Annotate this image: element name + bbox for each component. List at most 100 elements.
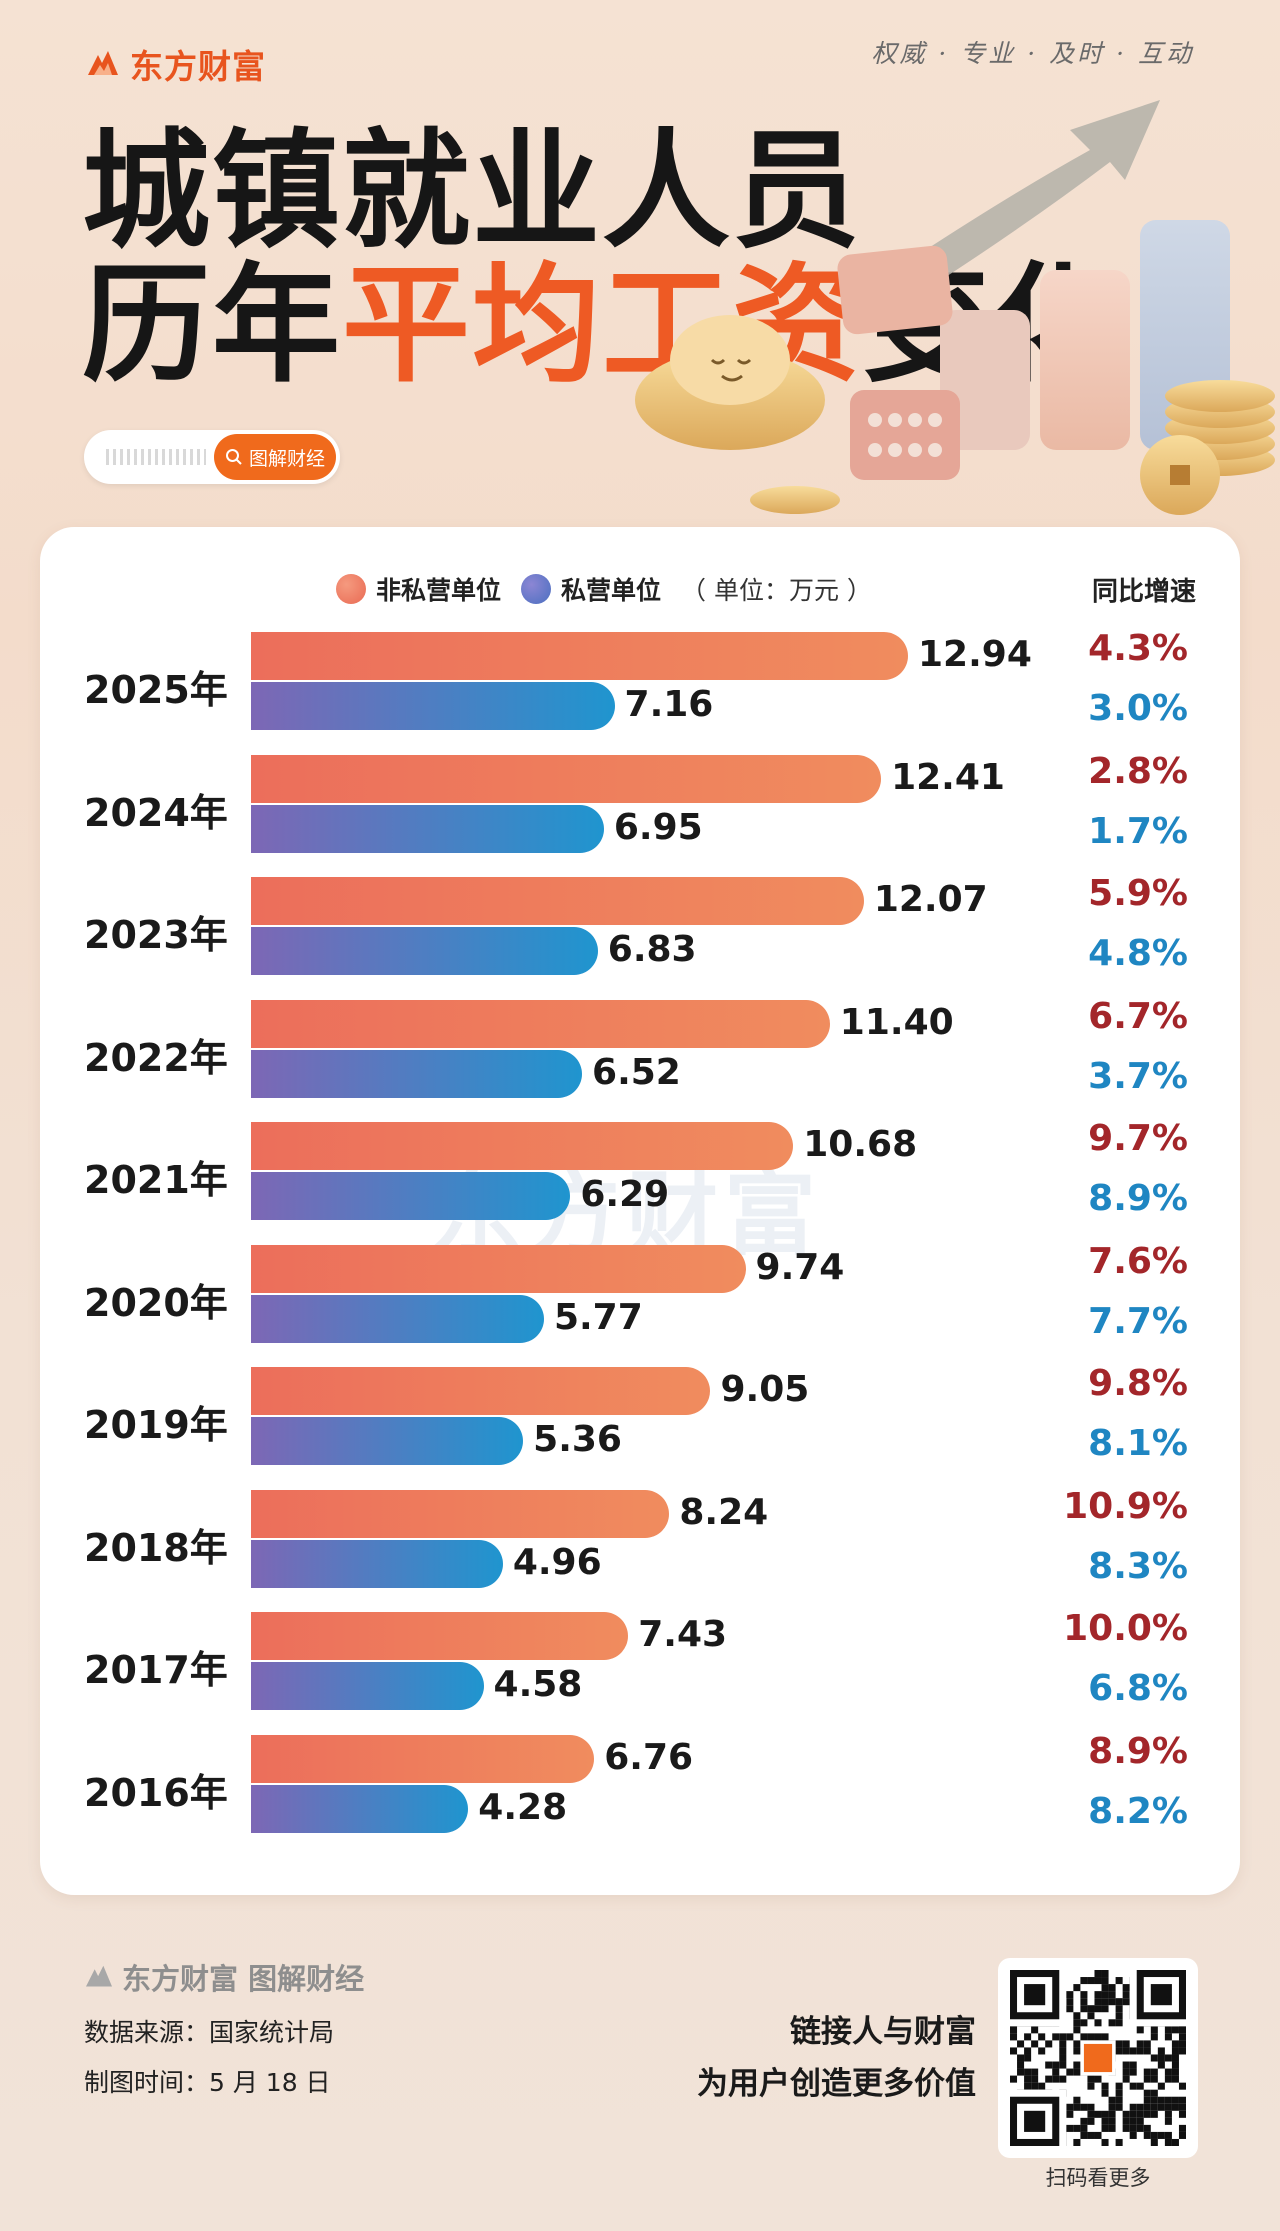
decorative-finance-illustration	[635, 100, 1275, 515]
yoy-non-private: 8.9%	[1088, 1730, 1188, 1772]
value-label-non-private: 6.76	[604, 1736, 694, 1778]
value-label-private: 6.95	[613, 806, 703, 848]
value-label-private: 6.83	[607, 929, 697, 970]
value-label-private: 5.36	[533, 1419, 622, 1460]
bar-private	[251, 1172, 571, 1220]
yoy-non-private: 9.8%	[1088, 1363, 1188, 1404]
yoy-private: 8.3%	[1088, 1545, 1188, 1587]
value-label-non-private: 9.05	[720, 1369, 810, 1410]
yoy-private: 3.0%	[1088, 688, 1188, 729]
page-title-line1: 城镇就业人员	[82, 117, 863, 266]
yoy-private: 8.1%	[1088, 1423, 1188, 1464]
bar-non-private	[251, 1612, 629, 1660]
bar-private	[251, 927, 598, 975]
title-prefix: 历年	[82, 251, 343, 400]
legend-swatch-non-private	[336, 574, 366, 604]
bar-non-private	[251, 1367, 711, 1415]
data-source: 数据来源：国家统计局	[84, 2018, 335, 2047]
search-placeholder-blur	[106, 449, 206, 465]
footer-brand-icon	[86, 1965, 112, 1987]
qr-code[interactable]	[998, 1958, 1198, 2158]
value-label-private: 7.16	[624, 684, 714, 725]
yoy-non-private: 10.9%	[1063, 1485, 1188, 1527]
brand-logo: 东方财富	[86, 40, 266, 88]
value-label-non-private: 7.43	[638, 1614, 728, 1655]
yoy-private: 6.8%	[1088, 1668, 1188, 1709]
value-label-non-private: 12.07	[873, 879, 988, 920]
search-box[interactable]: 图解财经	[84, 430, 340, 484]
bar-non-private	[251, 1244, 746, 1293]
year-label: 2020年	[84, 1280, 228, 1325]
bar-private	[251, 804, 604, 853]
value-label-non-private: 10.68	[803, 1124, 918, 1165]
yoy-non-private: 7.6%	[1088, 1240, 1188, 1282]
value-label-non-private: 9.74	[755, 1246, 845, 1288]
yoy-non-private: 6.7%	[1088, 995, 1188, 1037]
legend-swatch-private	[521, 574, 552, 604]
year-label: 2023年	[84, 913, 228, 957]
yoy-non-private: 9.7%	[1088, 1118, 1188, 1159]
legend-item-private: 私营单位	[521, 571, 661, 607]
footer-slogan-1: 链接人与财富	[790, 2014, 976, 2050]
bar-private	[251, 1294, 544, 1343]
bar-private	[251, 1662, 484, 1710]
chart-date: 制图时间：5 月 18 日	[84, 2068, 331, 2097]
yoy-private: 1.7%	[1088, 810, 1188, 852]
brand-name: 东方财富	[130, 47, 266, 86]
year-label: 2021年	[84, 1158, 228, 1202]
legend-item-non-private: 非私营单位	[336, 571, 501, 607]
bar-private	[251, 1049, 583, 1098]
yoy-private: 8.9%	[1088, 1178, 1188, 1219]
footer-brand-text: 东方财富 图解财经	[122, 1962, 365, 1996]
yoy-non-private: 4.3%	[1088, 628, 1188, 669]
bar-non-private	[251, 1122, 794, 1170]
bar-private	[251, 1539, 503, 1588]
yoy-private: 3.7%	[1088, 1055, 1188, 1097]
search-button-label: 图解财经	[248, 447, 325, 470]
yoy-non-private: 5.9%	[1088, 873, 1188, 914]
bar-non-private	[251, 632, 908, 680]
yoy-private: 8.2%	[1088, 1790, 1188, 1832]
bar-non-private	[251, 754, 882, 803]
value-label-private: 6.29	[580, 1174, 670, 1215]
year-label: 2016年	[84, 1770, 228, 1815]
year-label: 2017年	[84, 1648, 228, 1692]
search-icon	[225, 449, 242, 465]
brand-flame-icon	[88, 51, 118, 75]
bar-non-private	[251, 999, 830, 1048]
qr-caption: 扫码看更多	[1045, 2166, 1151, 2190]
value-label-private: 6.52	[592, 1051, 681, 1093]
footer-brand: 东方财富 图解财经	[84, 1956, 364, 1998]
bar-private	[251, 1784, 469, 1833]
legend-label-non-private: 非私营单位	[376, 576, 502, 605]
yoy-header: 同比增速	[1091, 577, 1196, 607]
yoy-non-private: 2.8%	[1088, 750, 1188, 792]
value-label-non-private: 12.41	[891, 756, 1005, 798]
yoy-non-private: 10.0%	[1063, 1608, 1188, 1649]
bar-non-private	[251, 1734, 595, 1783]
qr-code-image	[1010, 1970, 1186, 2146]
legend-label-private: 私营单位	[561, 576, 662, 605]
value-label-private: 4.58	[493, 1664, 583, 1705]
value-label-non-private: 12.94	[918, 634, 1032, 675]
year-label: 2025年	[84, 668, 228, 712]
bar-private	[251, 1417, 524, 1465]
header-slogan: 权威 · 专业 · 及时 · 互动	[871, 39, 1194, 68]
footer-slogan-2: 为用户创造更多价值	[697, 2066, 976, 2102]
search-button[interactable]: 图解财经	[214, 434, 336, 480]
value-label-non-private: 11.40	[839, 1001, 954, 1043]
value-label-private: 4.96	[512, 1541, 602, 1583]
value-label-private: 4.28	[478, 1786, 568, 1828]
bar-non-private	[251, 1489, 670, 1538]
bar-private	[251, 682, 615, 730]
yoy-private: 7.7%	[1088, 1300, 1188, 1342]
chart-legend: 非私营单位 私营单位 （ 单位：万元 ）	[336, 571, 872, 607]
value-label-non-private: 8.24	[679, 1491, 769, 1533]
value-label-private: 5.77	[553, 1296, 643, 1338]
year-label: 2022年	[84, 1035, 228, 1080]
legend-unit: （ 单位：万元 ）	[681, 576, 872, 605]
year-label: 2019年	[84, 1403, 228, 1447]
yoy-private: 4.8%	[1088, 933, 1188, 974]
year-label: 2018年	[84, 1525, 228, 1570]
year-label: 2024年	[84, 790, 228, 835]
